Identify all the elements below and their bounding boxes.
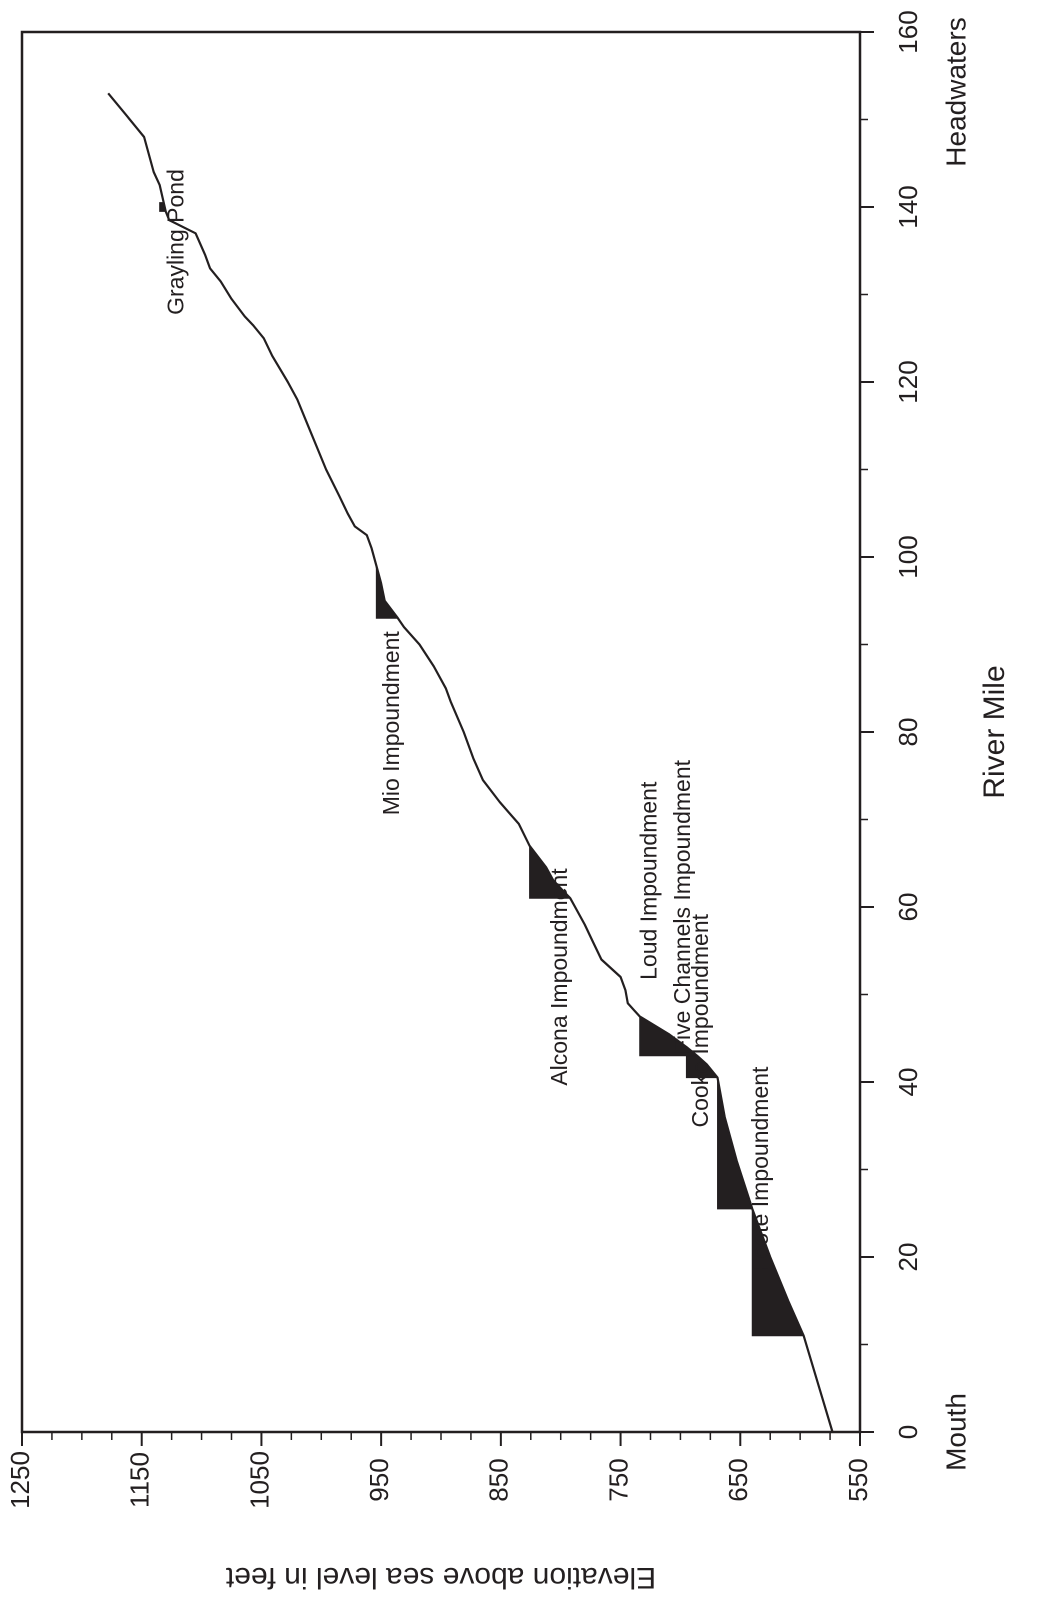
plot-frame (20, 30, 862, 1434)
y-tick-label: 950 (364, 1458, 394, 1501)
annotation-foote-impoundment: Foote Impoundment (747, 1066, 773, 1272)
y-tick-label: 550 (843, 1458, 873, 1501)
annotation-grayling-pond: Grayling Pond (163, 169, 189, 315)
annotation-five-channels-impoundment: Five Channels Impoundment (669, 759, 695, 1054)
annotation-loud-impoundment: Loud Impoundment (636, 781, 662, 980)
x-start-label: Mouth (940, 1393, 971, 1471)
y-tick-label: 850 (484, 1458, 514, 1501)
x-tick-label: 100 (893, 535, 923, 578)
y-tick-label: 1250 (5, 1451, 35, 1509)
x-tick-label: 120 (893, 360, 923, 403)
river-profile-line (107, 92, 834, 1433)
y-axis-title: Elevation above sea level in feet (225, 1561, 656, 1594)
x-tick-label: 140 (893, 185, 923, 228)
y-tick-label: 650 (723, 1458, 753, 1501)
x-tick-label: 20 (893, 1243, 923, 1272)
x-tick-label: 160 (893, 10, 923, 53)
x-axis-title: River Mile (978, 665, 1011, 798)
x-tick-label: 40 (893, 1068, 923, 1097)
x-tick-label: 0 (893, 1425, 923, 1439)
y-tick-label: 750 (603, 1458, 633, 1501)
x-tick-label: 80 (893, 718, 923, 747)
y-tick-label: 1150 (125, 1452, 155, 1508)
y-tick-label: 1050 (244, 1451, 274, 1509)
x-end-label: Headwaters (940, 17, 971, 166)
annotation-mio-impoundment: Mio Impoundment (378, 631, 404, 816)
annotation-alcona-impoundment: Alcona Impoundment (546, 868, 572, 1086)
x-tick-label: 60 (893, 893, 923, 922)
annotation-cooke-impoundment: Cooke Impoundment (687, 913, 713, 1127)
